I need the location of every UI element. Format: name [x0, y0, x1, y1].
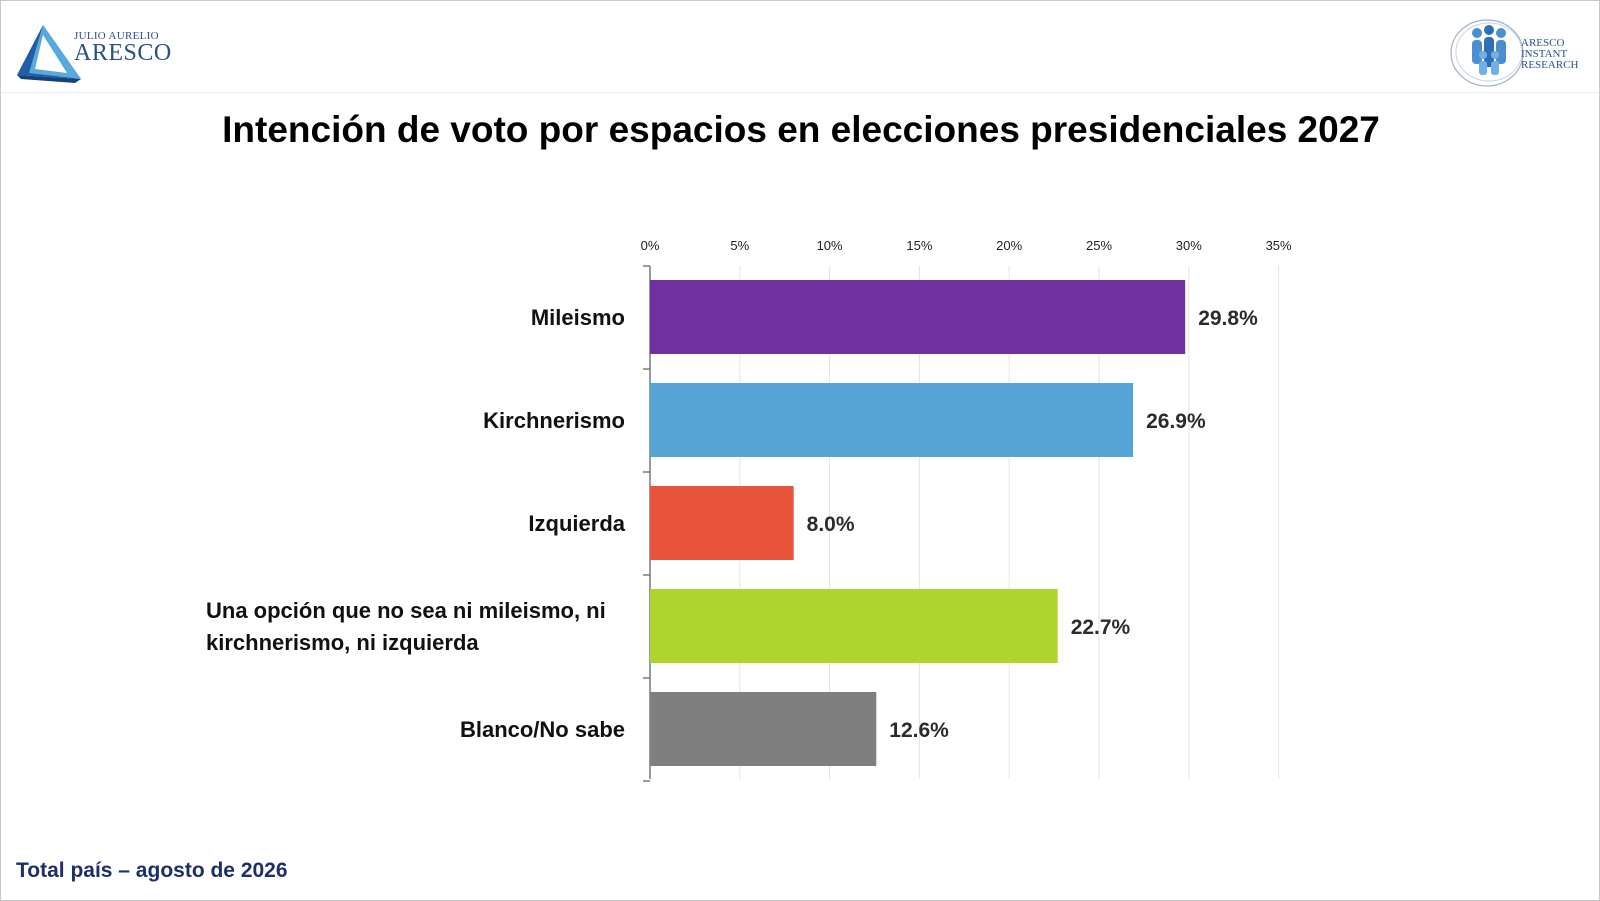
x-tick-label: 30% [1176, 238, 1202, 253]
data-label: 26.9% [1146, 410, 1206, 433]
research-logo-line2: INSTANT [1521, 48, 1568, 60]
bar [650, 486, 794, 560]
category-label: Blanco/No sabe [460, 717, 625, 742]
research-logo-line1: ARESCO [1521, 37, 1565, 49]
x-tick-label: 15% [906, 238, 932, 253]
bar [650, 692, 877, 766]
header-divider [1, 92, 1599, 93]
footer-note: Total país – agosto de 2026 [16, 859, 288, 882]
research-logo-line3: RESEARCH [1521, 59, 1579, 71]
data-label: 22.7% [1071, 616, 1131, 639]
aresco-instant-research-logo: ARESCO INSTANT RESEARCH [1449, 15, 1589, 91]
aresco-logo: JULIO AURELIO ARESCO [15, 21, 175, 85]
bar [650, 383, 1134, 457]
people-globe-icon [1450, 19, 1524, 87]
triangle-logo-icon [17, 25, 81, 83]
category-label: Kirchnerismo [483, 408, 625, 433]
x-tick-label: 10% [817, 238, 843, 253]
x-tick-label: 20% [996, 238, 1022, 253]
chart-title: Intención de voto por espacios en elecci… [222, 109, 1380, 150]
bar [650, 280, 1186, 354]
brand-small-text: JULIO AURELIO [74, 30, 159, 42]
category-label: Mileismo [531, 305, 625, 330]
data-label: 29.8% [1198, 307, 1258, 330]
brand-name: ARESCO [74, 40, 172, 66]
category-label: Una opción que no sea ni mileismo, ni [206, 598, 606, 623]
data-label: 12.6% [889, 719, 949, 742]
x-tick-label: 0% [641, 238, 660, 253]
x-tick-label: 5% [730, 238, 749, 253]
bar [650, 589, 1058, 663]
x-tick-label: 25% [1086, 238, 1112, 253]
category-label: kirchnerismo, ni izquierda [206, 630, 479, 655]
x-tick-label: 35% [1266, 238, 1292, 253]
category-label: Izquierda [528, 511, 625, 536]
data-label: 8.0% [807, 513, 855, 536]
